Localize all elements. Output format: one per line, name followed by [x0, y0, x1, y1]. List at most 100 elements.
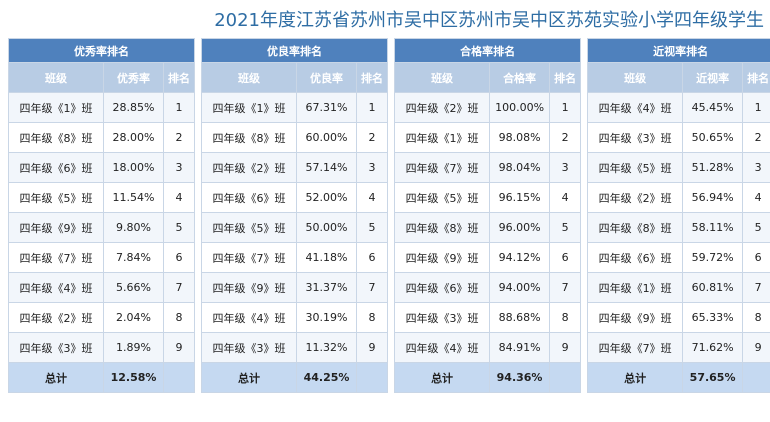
cell: 84.91% — [489, 332, 551, 363]
column-header: 优秀率 — [103, 62, 164, 93]
data-row: 四年级《7》班 7.84% 6 — [8, 242, 196, 273]
data-row: 四年级《9》班 31.37% 7 — [201, 272, 389, 303]
cell: 四年级《9》班 — [394, 242, 491, 273]
cell: 5 — [549, 212, 582, 243]
cell: 9 — [162, 332, 196, 363]
column-header: 排名 — [549, 62, 582, 93]
cell: 四年级《8》班 — [394, 212, 491, 243]
ranking-table: 近视率排名 班级 近视率 排名 四年级《4》班 45.45% 1 四年级《3》班 50.65% 2… — [587, 38, 770, 393]
total-cell — [162, 362, 196, 393]
cell: 9 — [742, 332, 770, 363]
cell: 6 — [742, 242, 770, 273]
data-row: 四年级《4》班 5.66% 7 — [8, 272, 196, 303]
cell: 88.68% — [489, 302, 551, 333]
cell: 四年级《1》班 — [587, 272, 684, 303]
data-row: 四年级《5》班 11.54% 4 — [8, 182, 196, 213]
cell: 7.84% — [103, 242, 164, 273]
table-title: 优良率排名 — [201, 38, 389, 63]
cell: 3 — [549, 152, 582, 183]
cell: 四年级《4》班 — [587, 92, 684, 123]
total-cell: 44.25% — [296, 362, 358, 393]
table-title: 合格率排名 — [394, 38, 582, 63]
cell: 6 — [356, 242, 389, 273]
cell: 1 — [162, 92, 196, 123]
page-title: 2021年度江苏省苏州市吴中区苏州市吴中区苏苑实验小学四年级学生 — [214, 10, 764, 31]
table-title: 优秀率排名 — [7, 38, 196, 63]
total-cell — [549, 362, 582, 393]
cell: 3 — [356, 152, 389, 183]
cell: 45.45% — [682, 92, 744, 123]
cell: 四年级《4》班 — [394, 332, 491, 363]
cell: 1 — [549, 92, 582, 123]
cell: 四年级《2》班 — [394, 92, 491, 123]
cell: 2 — [742, 122, 770, 153]
cell: 4 — [742, 182, 770, 213]
cell: 98.08% — [489, 122, 551, 153]
table-body: 四年级《2》班 100.00% 1 四年级《1》班 98.08% 2 四年级《7》班 98.0… — [394, 92, 582, 393]
cell: 四年级《3》班 — [8, 332, 104, 363]
data-row: 四年级《7》班 98.04% 3 — [394, 152, 582, 183]
cell: 94.00% — [489, 272, 551, 303]
data-row: 四年级《1》班 60.81% 7 — [587, 272, 770, 303]
header-row: 班级 合格率 排名 — [394, 62, 582, 93]
cell: 四年级《9》班 — [587, 302, 684, 333]
title-row: 近视率排名 — [587, 38, 770, 63]
data-row: 四年级《8》班 58.11% 5 — [587, 212, 770, 243]
cell: 5 — [356, 212, 389, 243]
title-row: 优良率排名 — [201, 38, 389, 63]
total-row: 总计 57.65% — [587, 362, 770, 393]
cell: 6 — [162, 242, 196, 273]
cell: 四年级《5》班 — [201, 212, 298, 243]
column-header: 班级 — [8, 62, 104, 93]
data-row: 四年级《3》班 11.32% 9 — [201, 332, 389, 363]
cell: 57.14% — [296, 152, 358, 183]
ranking-table: 优良率排名 班级 优良率 排名 四年级《1》班 67.31% 1 四年级《8》班 60.00% 2… — [201, 38, 389, 393]
column-header: 班级 — [587, 62, 684, 93]
cell: 四年级《3》班 — [394, 302, 491, 333]
cell: 3 — [162, 152, 196, 183]
total-cell: 总计 — [394, 362, 491, 393]
cell: 28.00% — [103, 122, 164, 153]
column-header: 班级 — [201, 62, 298, 93]
cell: 41.18% — [296, 242, 358, 273]
total-row: 总计 44.25% — [201, 362, 389, 393]
cell: 四年级《7》班 — [8, 242, 104, 273]
cell: 四年级《6》班 — [394, 272, 491, 303]
column-header: 合格率 — [489, 62, 551, 93]
cell: 94.12% — [489, 242, 551, 273]
data-row: 四年级《8》班 96.00% 5 — [394, 212, 582, 243]
header-row: 班级 近视率 排名 — [587, 62, 770, 93]
column-header: 排名 — [742, 62, 770, 93]
column-header: 排名 — [162, 62, 196, 93]
cell: 四年级《6》班 — [587, 242, 684, 273]
table-title: 近视率排名 — [587, 38, 770, 63]
tables: 优秀率排名 班级 优秀率 排名 四年级《1》班 28.85% 1 四年级《8》班 28.00% 2… — [7, 38, 770, 393]
data-row: 四年级《5》班 50.00% 5 — [201, 212, 389, 243]
cell: 9 — [356, 332, 389, 363]
cell: 7 — [162, 272, 196, 303]
cell: 52.00% — [296, 182, 358, 213]
cell: 8 — [549, 302, 582, 333]
cell: 2 — [356, 122, 389, 153]
cell: 98.04% — [489, 152, 551, 183]
total-cell: 12.58% — [103, 362, 164, 393]
cell: 2 — [549, 122, 582, 153]
cell: 8 — [162, 302, 196, 333]
cell: 四年级《3》班 — [587, 122, 684, 153]
cell: 4 — [549, 182, 582, 213]
data-row: 四年级《6》班 18.00% 3 — [8, 152, 196, 183]
cell: 50.65% — [682, 122, 744, 153]
data-row: 四年级《8》班 60.00% 2 — [201, 122, 389, 153]
cell: 56.94% — [682, 182, 744, 213]
data-row: 四年级《5》班 51.28% 3 — [587, 152, 770, 183]
cell: 7 — [549, 272, 582, 303]
cell: 四年级《7》班 — [587, 332, 684, 363]
data-row: 四年级《1》班 98.08% 2 — [394, 122, 582, 153]
data-row: 四年级《3》班 1.89% 9 — [8, 332, 196, 363]
cell: 5 — [742, 212, 770, 243]
column-header: 近视率 — [682, 62, 744, 93]
cell: 96.15% — [489, 182, 551, 213]
cell: 四年级《7》班 — [201, 242, 298, 273]
cell: 5.66% — [103, 272, 164, 303]
